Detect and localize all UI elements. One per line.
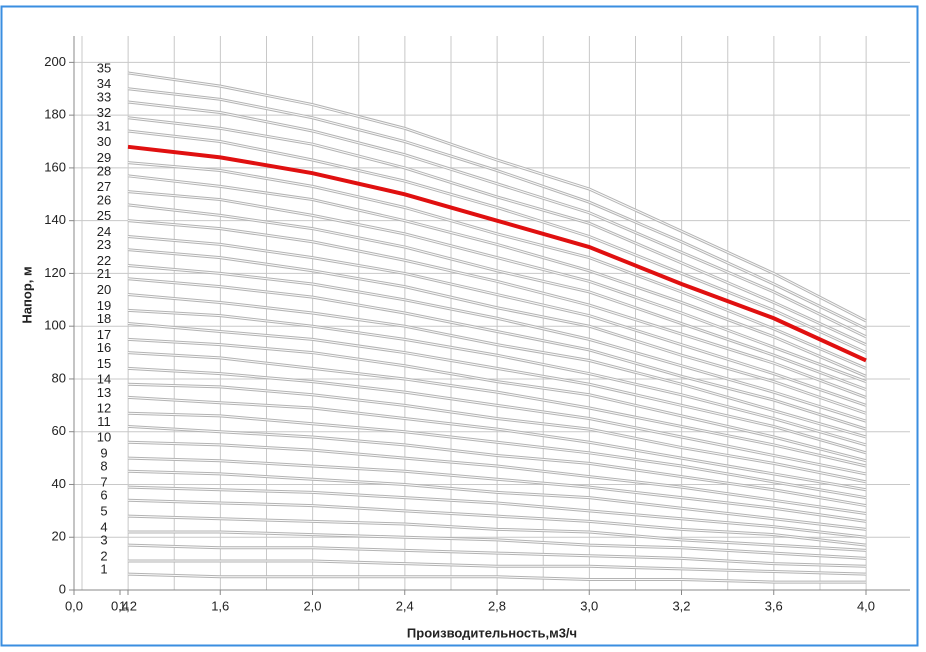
x-tick-label: 2,4: [396, 598, 414, 613]
y-tick-label: 120: [44, 265, 66, 280]
y-axis-title: Напор, м: [19, 266, 34, 323]
series-label: 2: [100, 548, 107, 563]
series-line: [127, 204, 867, 390]
series-label: 28: [97, 163, 111, 178]
series-line: [127, 486, 867, 538]
series-label: 21: [97, 266, 111, 281]
series-label: 1: [100, 562, 107, 577]
series-line: [127, 249, 867, 414]
x-tick-label: 3,0: [580, 598, 598, 613]
y-tick-label: 160: [44, 159, 66, 174]
series-line: [127, 309, 867, 446]
series-line: [127, 544, 867, 567]
series-label: 30: [97, 134, 111, 149]
series-line: [127, 396, 867, 491]
y-tick-label: 40: [52, 476, 66, 491]
series-line: [127, 470, 867, 530]
series-label: 6: [100, 488, 107, 503]
series-label: 3: [100, 533, 107, 548]
series-line: [127, 323, 867, 454]
x-tick-label: 1,2: [119, 598, 137, 613]
series-line: [127, 294, 867, 438]
series-line: [127, 425, 867, 507]
x-tick-label: 0,0: [65, 598, 83, 613]
y-tick-label: 20: [52, 529, 66, 544]
x-tick-label: 1,6: [211, 598, 229, 613]
x-tick-label: 3,2: [672, 598, 690, 613]
series-label: 31: [97, 118, 111, 133]
x-tick-label: 2,0: [303, 598, 321, 613]
series-line: [127, 175, 867, 377]
y-tick-label: 180: [44, 107, 66, 122]
x-tick-label: 2,8: [488, 598, 506, 613]
series-label: 23: [97, 237, 111, 252]
series-label: 16: [97, 340, 111, 355]
series-line: [127, 235, 867, 406]
series-line: [127, 338, 867, 462]
series-label: 8: [100, 459, 107, 474]
series-line: [127, 191, 867, 383]
series-line: [128, 560, 867, 575]
series-label: 5: [100, 504, 107, 519]
series-line: [127, 88, 867, 330]
series-line: [127, 367, 867, 475]
series-label: 29: [97, 150, 111, 165]
series-line: [127, 515, 867, 551]
series-label: 15: [97, 356, 111, 371]
series-label: 10: [97, 430, 111, 445]
series-label: 12: [97, 401, 111, 416]
series-line: [127, 573, 866, 583]
series-label: 14: [97, 372, 111, 387]
series-line: [127, 130, 867, 354]
x-tick-label: 3,6: [765, 598, 783, 613]
series-line: [127, 72, 867, 322]
series-label: 26: [97, 192, 111, 207]
series-line: [127, 265, 867, 422]
series-label: 18: [97, 311, 111, 326]
series-label: 13: [97, 385, 111, 400]
y-tick-label: 100: [44, 318, 66, 333]
series-line: [127, 117, 867, 346]
y-tick-label: 60: [52, 423, 66, 438]
y-tick-label: 200: [44, 54, 66, 69]
series-line: [128, 531, 867, 559]
series-label: 9: [100, 446, 107, 461]
series-line: [127, 457, 867, 522]
series-line: [127, 383, 867, 483]
series-label: 20: [97, 282, 111, 297]
series-label: 35: [97, 60, 111, 75]
series-line: [127, 278, 867, 430]
series-line: [127, 101, 867, 338]
series-label: 11: [97, 414, 111, 429]
y-tick-label: 0: [59, 581, 66, 596]
series-label: 22: [97, 253, 111, 268]
y-tick-label: 80: [52, 370, 66, 385]
series-label: 24: [97, 224, 111, 239]
series-line: [127, 162, 867, 369]
series-label: 4: [100, 519, 107, 534]
series-line: [127, 499, 867, 546]
series-line: [127, 412, 867, 499]
series-line: [127, 220, 867, 398]
series-label: 27: [97, 179, 111, 194]
series-line: [127, 441, 867, 514]
series-label: 17: [97, 327, 111, 342]
x-tick-label: 4,0: [857, 598, 875, 613]
x-axis-title: Производительность,м3/ч: [407, 625, 577, 640]
series-line: [127, 144, 867, 363]
series-label: 7: [100, 475, 107, 490]
series-label: 32: [97, 105, 111, 120]
series-label: 33: [97, 89, 111, 104]
series-line: [127, 352, 867, 467]
y-tick-label: 140: [44, 212, 66, 227]
series-label: 19: [97, 298, 111, 313]
x-tick-label: 0,4: [111, 598, 129, 613]
series-label: 25: [97, 208, 111, 223]
series-label: 34: [97, 76, 111, 91]
